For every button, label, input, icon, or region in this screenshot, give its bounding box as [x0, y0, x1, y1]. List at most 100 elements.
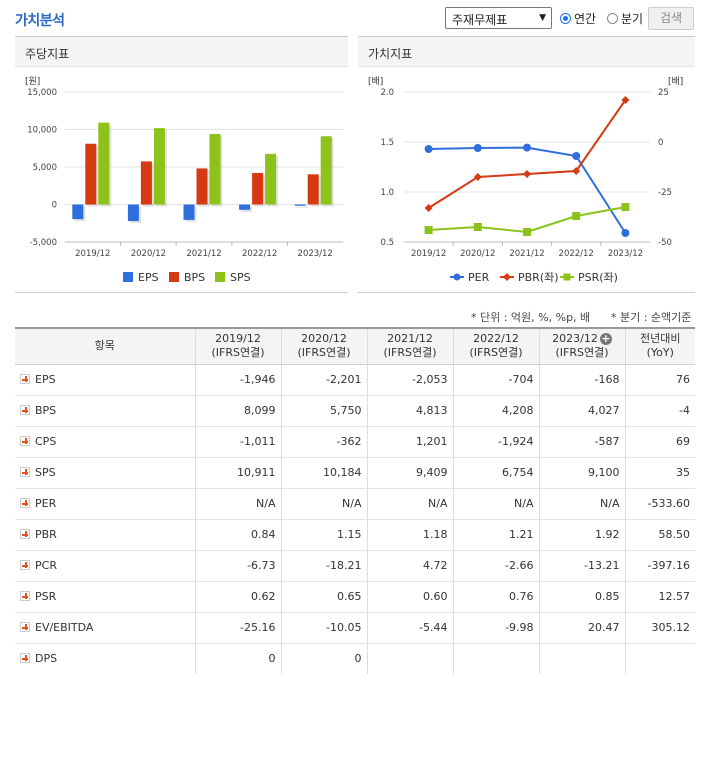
bar-bps: [85, 143, 97, 205]
row-label-cell[interactable]: EPS: [15, 364, 195, 396]
table-row: DPS 0 0: [15, 643, 695, 674]
point-marker: [523, 170, 531, 178]
legend-swatch: [169, 272, 179, 282]
expand-plus-icon[interactable]: [20, 467, 30, 477]
x-tick-label: 2019/12: [75, 249, 110, 259]
x-tick-label: 2019/12: [411, 249, 446, 259]
left-tick-label: 1.0: [380, 188, 394, 198]
radio-annual[interactable]: 연간: [560, 10, 596, 27]
row-label-cell[interactable]: PSR: [15, 581, 195, 613]
value-cell: 0.76: [452, 581, 539, 613]
value-cell: 1.15: [280, 519, 367, 551]
row-label-cell[interactable]: BPS: [15, 395, 195, 427]
yoy-cell: [624, 643, 695, 674]
y-tick-label: 10,000: [27, 126, 57, 136]
bar-bps: [140, 161, 152, 205]
header-period: 2022/12 (IFRS연결): [452, 327, 539, 365]
legend-label: PBR(좌): [518, 271, 559, 284]
bar-sps: [153, 128, 165, 205]
value-cell: 4,027: [538, 395, 625, 427]
value-cell: 0.84: [194, 519, 281, 551]
expand-plus-icon[interactable]: [20, 653, 30, 664]
value-cell: 5,750: [280, 395, 367, 427]
value-cell: 1,201: [366, 426, 453, 458]
header-yoy: 전년대비 (YoY): [624, 327, 695, 365]
point-marker: [473, 144, 482, 152]
per-share-panel-title: 주당지표: [15, 37, 348, 67]
y-axis-unit: [원]: [25, 76, 40, 87]
radio-quarter[interactable]: 분기: [607, 10, 643, 27]
bar-sps: [209, 133, 221, 205]
row-label: PBR: [35, 528, 57, 541]
yoy-cell: 12.57: [624, 581, 695, 613]
yoy-cell: 58.50: [624, 519, 695, 551]
expand-plus-icon[interactable]: [20, 405, 30, 415]
value-cell: N/A: [538, 488, 625, 520]
value-cell: -1,011: [194, 426, 281, 458]
row-label-cell[interactable]: CPS: [15, 426, 195, 458]
point-marker: [572, 167, 581, 175]
row-label-cell[interactable]: EV/EBITDA: [15, 612, 195, 644]
value-cell: [452, 643, 539, 674]
value-cell: 10,911: [194, 457, 281, 489]
right-tick-label: 25: [658, 88, 669, 98]
row-label-cell[interactable]: DPS: [15, 643, 195, 674]
point-marker: [621, 203, 630, 211]
point-marker: [572, 212, 581, 220]
point-marker: [473, 223, 482, 231]
y-tick-label: 0: [52, 201, 57, 211]
row-label: EPS: [35, 373, 56, 386]
value-cell: 9,100: [538, 457, 625, 489]
row-label: PER: [35, 497, 57, 510]
value-cell: -2,201: [280, 364, 367, 396]
legend-label: SPS: [230, 271, 251, 284]
value-cell: N/A: [452, 488, 539, 520]
x-tick-label: 2023/12: [298, 249, 333, 259]
value-cell: N/A: [366, 488, 453, 520]
right-axis-unit: [배]: [668, 76, 683, 87]
radio-annual-label: 연간: [574, 12, 597, 26]
row-label: EV/EBITDA: [35, 621, 94, 634]
value-cell: 0: [280, 643, 367, 674]
x-tick-label: 2022/12: [242, 249, 277, 259]
header-period: 2020/12 (IFRS연결): [280, 327, 367, 365]
yoy-cell: -397.16: [624, 550, 695, 582]
legend-marker: [563, 273, 571, 281]
statement-type-select[interactable]: 주재무제표 ▼: [445, 7, 552, 29]
value-cell: 1.92: [538, 519, 625, 551]
value-cell: 0: [194, 643, 281, 674]
value-cell: -1,946: [194, 364, 281, 396]
row-label: BPS: [35, 404, 57, 417]
row-label: PSR: [35, 590, 57, 603]
expand-plus-icon[interactable]: [20, 591, 30, 601]
bar-bps: [252, 172, 264, 205]
legend-marker: [503, 273, 511, 281]
legend-swatch: [215, 272, 225, 282]
row-label-cell[interactable]: PBR: [15, 519, 195, 551]
top-bar: 가치분석 주재무제표 ▼ 연간 분기 검색: [0, 0, 706, 36]
expand-plus-icon[interactable]: [20, 498, 30, 508]
value-cell: -9.98: [452, 612, 539, 644]
row-label-cell[interactable]: PCR: [15, 550, 195, 582]
search-button[interactable]: 검색: [648, 7, 694, 30]
point-marker: [424, 226, 433, 234]
value-cell: 9,409: [366, 457, 453, 489]
expand-plus-icon[interactable]: [20, 560, 30, 570]
row-label-cell[interactable]: PER: [15, 488, 195, 520]
right-tick-label: -50: [658, 238, 672, 248]
value-cell: -5.44: [366, 612, 453, 644]
expand-plus-icon[interactable]: [20, 529, 30, 539]
statement-type-value: 주재무제표: [452, 13, 508, 27]
expand-plus-icon[interactable]: [20, 436, 30, 446]
point-marker: [621, 96, 630, 104]
expand-plus-icon[interactable]: [20, 622, 30, 632]
expand-plus-icon[interactable]: [20, 374, 30, 384]
row-label-cell[interactable]: SPS: [15, 457, 195, 489]
expand-quarter-icon[interactable]: +: [599, 332, 612, 346]
bar-sps: [320, 136, 332, 205]
value-cell: [366, 643, 453, 674]
value-cell: -362: [280, 426, 367, 458]
row-label: SPS: [35, 466, 56, 479]
value-cell: -18.21: [280, 550, 367, 582]
